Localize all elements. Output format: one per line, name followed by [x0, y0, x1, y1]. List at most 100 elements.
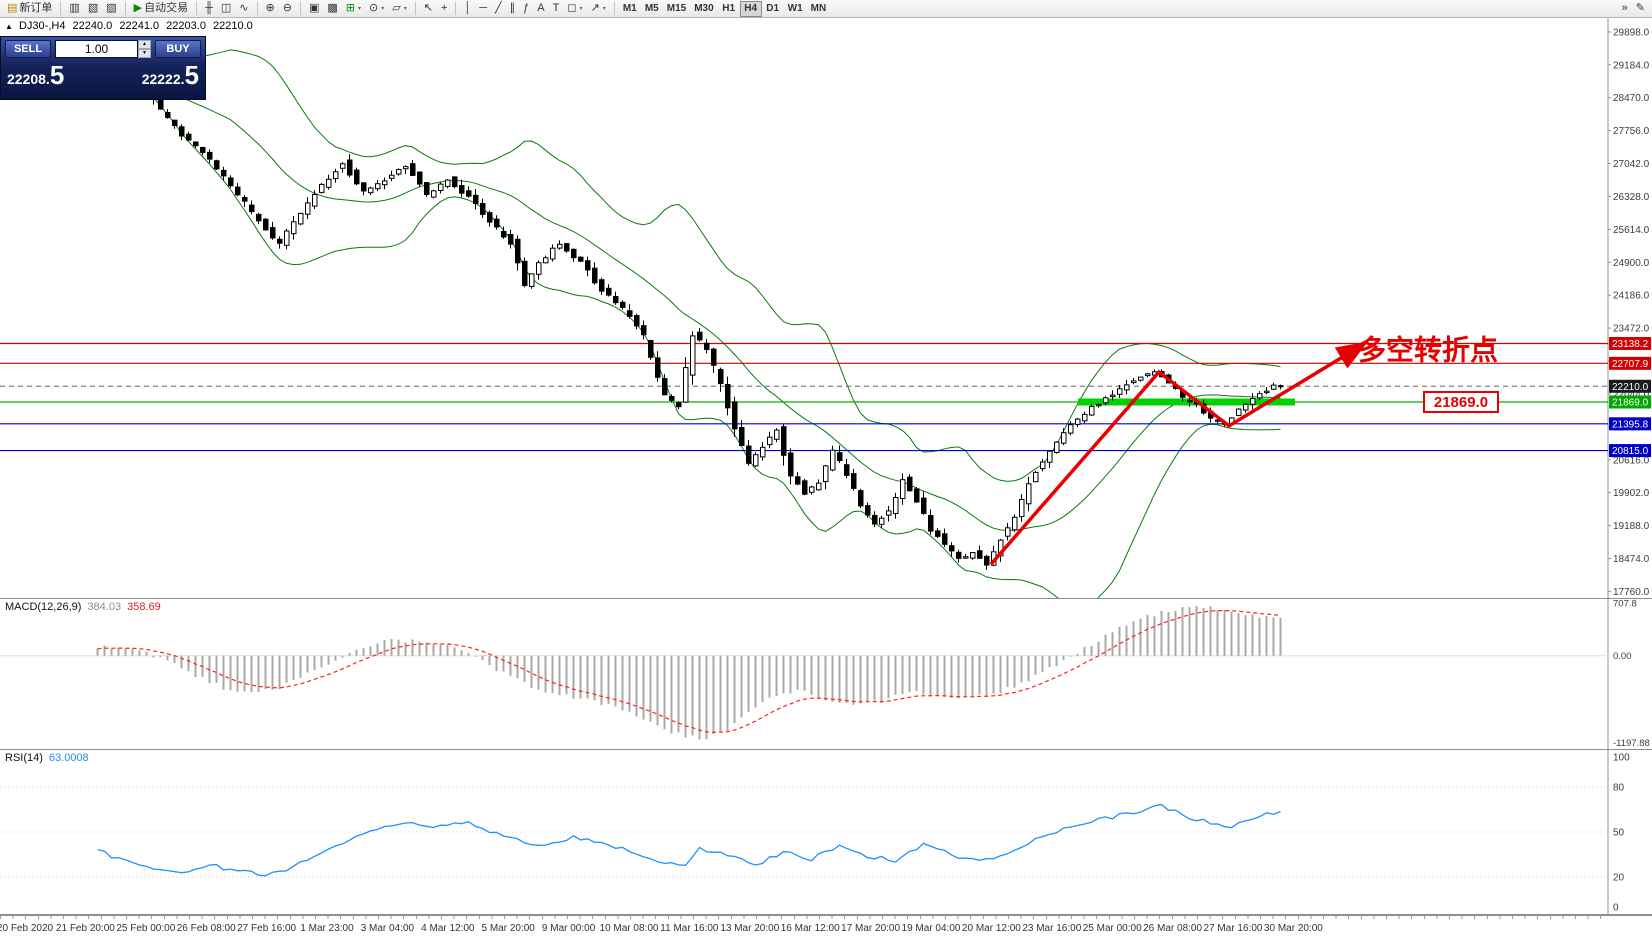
- line-chart-icon[interactable]: ∿: [235, 1, 252, 17]
- timeframe-m5-button[interactable]: M5: [641, 1, 663, 17]
- fibonacci-icon[interactable]: ƒ: [519, 1, 533, 17]
- navigator-icon[interactable]: ▧: [84, 1, 102, 17]
- rsi-line: [97, 803, 1281, 877]
- svg-text:19188.0: 19188.0: [1613, 521, 1650, 532]
- time-axis-label: 5 Mar 20:00: [481, 923, 535, 934]
- toolbar-separator: [60, 2, 62, 15]
- toolbar-group-timeframes: M1 M5 M15 M30 H1 H4 D1 W1 MN: [619, 0, 831, 17]
- toolbar-separator: [256, 2, 258, 15]
- price-badge: [1609, 444, 1651, 458]
- timeframe-d1-button[interactable]: D1: [762, 1, 784, 17]
- new-order-button-label: 新订单: [19, 2, 53, 14]
- periods-icon[interactable]: ⊙ ▾: [365, 1, 388, 17]
- macd-panel[interactable]: 707.8 0.00 -1197.88: [0, 599, 1652, 749]
- scroll-to-end-icon[interactable]: »: [1618, 1, 1632, 17]
- svg-text:28470.0: 28470.0: [1613, 93, 1650, 104]
- panel-divider[interactable]: [0, 598, 1652, 599]
- tile-windows-icon[interactable]: ▣: [305, 1, 323, 17]
- rsi-panel[interactable]: 100 80 50 20 0: [0, 750, 1652, 914]
- toolbar-group-draw-tools: │ ─ ╱ ∥ ƒ A T ◻ ▾ ↗ ▾: [460, 1, 609, 17]
- price-annotation-box[interactable]: [1423, 390, 1499, 413]
- time-axis-label: 4 Mar 12:00: [421, 923, 475, 934]
- time-axis-label: 17 Mar 20:00: [841, 923, 901, 934]
- line-chart-icon: ∿: [239, 2, 249, 14]
- price-axis[interactable]: 29898.0 29184.0 28470.0 27756.0 27042.0 26328…: [1608, 27, 1650, 598]
- market-watch-icon[interactable]: ▥: [65, 1, 83, 17]
- candlestick-chart-icon[interactable]: ◫: [217, 1, 235, 17]
- svg-text:24900.0: 24900.0: [1613, 258, 1650, 269]
- fibonacci-icon: ƒ: [523, 2, 530, 14]
- main-chart[interactable]: 29898.0 29184.0 28470.0 27756.0 27042.0 26328…: [0, 18, 1652, 598]
- bollinger-lower: [97, 79, 1281, 598]
- svg-text:23138.2: 23138.2: [1612, 339, 1649, 350]
- toolbar-group-trading: ▶ 自动交易: [130, 1, 192, 17]
- edit-icon[interactable]: ✎: [1632, 1, 1649, 17]
- shapes-icon: ◻: [567, 2, 577, 14]
- autotrading-icon: ▶: [133, 2, 143, 14]
- market-watch-icon: ▥: [69, 2, 80, 14]
- toolbar-group-cursor-tools: ↖ +: [420, 1, 452, 17]
- svg-text:18474.0: 18474.0: [1613, 554, 1650, 565]
- timeframe-h1-button[interactable]: H1: [718, 1, 740, 17]
- svg-text:21869.0: 21869.0: [1612, 397, 1649, 408]
- volume-up-button[interactable]: ▲: [138, 40, 151, 49]
- label-icon[interactable]: T: [549, 1, 564, 17]
- panel-divider[interactable]: [0, 749, 1652, 750]
- zoom-in-icon: ⊕: [265, 2, 275, 14]
- tile-windows-icon: ▣: [308, 2, 320, 14]
- volume-input[interactable]: [55, 40, 138, 58]
- chevron-down-icon: ▾: [602, 5, 606, 12]
- svg-text:29898.0: 29898.0: [1613, 27, 1650, 38]
- timeframe-mn-button[interactable]: MN: [807, 1, 831, 17]
- buy-button[interactable]: BUY: [155, 40, 201, 58]
- indicators-icon[interactable]: ⊞ ▾: [342, 1, 365, 17]
- sell-button[interactable]: SELL: [5, 40, 51, 58]
- bar-chart-icon[interactable]: ╫: [201, 1, 217, 17]
- time-axis[interactable]: 20 Feb 2020 21 Feb 20:00 25 Feb 00:00 26 Fe…: [0, 915, 1652, 939]
- vertical-line-icon[interactable]: │: [460, 1, 475, 17]
- shapes-icon[interactable]: ◻ ▾: [563, 1, 586, 17]
- new-order-button[interactable]: ▤ 新订单: [3, 1, 56, 17]
- timeframe-m30-button[interactable]: M30: [690, 1, 717, 17]
- volume-down-button[interactable]: ▼: [138, 49, 151, 58]
- svg-text:0.00: 0.00: [1613, 651, 1632, 662]
- svg-text:-1197.88: -1197.88: [1613, 738, 1650, 749]
- cursor-icon: ↖: [423, 2, 433, 14]
- timeframe-m1-button[interactable]: M1: [619, 1, 641, 17]
- timeframe-m15-button[interactable]: M15: [663, 1, 690, 17]
- arrows-icon[interactable]: ↗ ▾: [587, 1, 610, 17]
- time-axis-label: 13 Mar 20:00: [720, 923, 780, 934]
- price-badge: [1609, 417, 1651, 431]
- turning-point-annotation[interactable]: 多空转折点: [1358, 334, 1498, 366]
- horizontal-line-icon: ─: [479, 2, 488, 14]
- trendline-icon[interactable]: ╱: [491, 1, 506, 17]
- zoom-out-icon[interactable]: ⊖: [279, 1, 296, 17]
- timeframe-w1-button[interactable]: W1: [784, 1, 807, 17]
- svg-text:22707.9: 22707.9: [1612, 359, 1649, 370]
- time-axis-label: 23 Mar 16:00: [1022, 923, 1082, 934]
- text-icon[interactable]: A: [533, 1, 548, 17]
- terminal-icon[interactable]: ▨: [102, 1, 120, 17]
- templates-icon[interactable]: ▱ ▾: [388, 1, 410, 17]
- svg-text:29184.0: 29184.0: [1613, 60, 1650, 71]
- cursor-icon[interactable]: ↖: [420, 1, 437, 17]
- new-order-icon: ▤: [7, 2, 18, 14]
- svg-text:0: 0: [1613, 903, 1619, 914]
- buy-price: 22222.5: [141, 60, 199, 90]
- auto-trading-button[interactable]: ▶ 自动交易: [130, 1, 192, 17]
- symbol-info: ▲ DJ30-,H4 22240.0 22241.0 22203.0 22210…: [5, 20, 257, 32]
- channel-icon[interactable]: ∥: [506, 1, 520, 17]
- zoom-in-icon[interactable]: ⊕: [262, 1, 279, 17]
- horizontal-line-icon[interactable]: ─: [475, 1, 491, 17]
- toolbar-separator: [124, 2, 126, 15]
- trend-arrow[interactable]: [989, 341, 1368, 566]
- cascade-windows-icon[interactable]: ▩: [323, 1, 341, 17]
- time-axis-label: 10 Mar 08:00: [599, 923, 659, 934]
- timeframe-h4-button[interactable]: H4: [739, 0, 762, 17]
- crosshair-icon[interactable]: +: [437, 1, 451, 17]
- panel-divider[interactable]: [0, 914, 1652, 915]
- toolbar-separator: [299, 2, 301, 15]
- one-click-trading-toggle[interactable]: ▲: [5, 22, 13, 31]
- toolbar-separator: [455, 2, 457, 15]
